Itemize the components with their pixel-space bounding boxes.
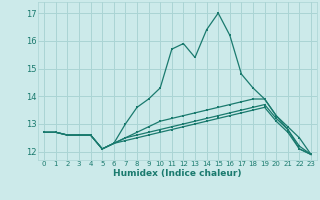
X-axis label: Humidex (Indice chaleur): Humidex (Indice chaleur) <box>113 169 242 178</box>
